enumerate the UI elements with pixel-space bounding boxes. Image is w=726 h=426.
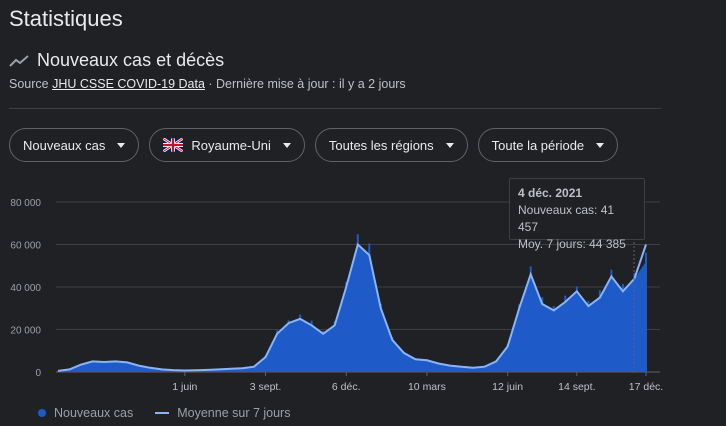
period-label: Toute la période [491,137,585,153]
x-tick-label: 14 sept. [558,381,595,393]
last-updated: · Dernière mise à jour : il y a 2 jours [204,77,406,91]
tooltip-date: 4 déc. 2021 [518,186,583,200]
legend-cases: Nouveaux cas [54,406,134,420]
source-link[interactable]: JHU CSSE COVID-19 Data [52,77,205,91]
caret-down-icon [596,142,605,148]
metric-dropdown[interactable]: Nouveaux cas [9,128,140,162]
y-tick-label: 80 000 [10,198,41,209]
x-tick-label: 3 sept. [250,381,282,393]
cases-chart[interactable]: 0 20 000 40 000 60 000 80 000 1 juin 3 sept. 6 … [0,170,726,426]
legend-average-swatch [155,412,170,414]
y-tick-label: 40 000 [10,283,41,294]
caret-down-icon [282,142,291,148]
page-title: Statistiques [9,6,123,31]
metric-label: Nouveaux cas [23,137,106,153]
y-tick-label: 0 [35,368,41,379]
card-heading: Nouveaux cas et décès [37,50,225,70]
x-tick-label: 6 déc. [332,381,361,393]
uk-flag-icon [163,138,184,152]
tooltip-cases: Nouveaux cas: 41 457 [518,203,615,234]
chart-tooltip: 4 déc. 2021 Nouveaux cas: 41 457 Moy. 7 … [509,178,645,251]
chart-legend: Nouveaux cas Moyenne sur 7 jours [38,406,290,420]
x-tick-label: 12 juin [492,381,523,393]
y-tick-label: 20 000 [10,326,41,337]
region-label: Toutes les régions [328,137,434,153]
tooltip-average: Moy. 7 jours: 44 385 [518,237,626,251]
country-dropdown[interactable]: Royaume-Uni [149,128,305,162]
y-tick-label: 60 000 [10,241,41,252]
x-tick-label: 1 juin [172,381,197,393]
card-header: Nouveaux cas et décès [9,50,224,71]
x-tick-label: 17 déc. [629,381,663,393]
average-line [57,242,647,372]
filter-bar: Nouveaux cas Royaume-Uni Toutes les régi… [9,128,619,162]
divider [9,108,661,109]
caret-down-icon [445,142,454,148]
source-line: Source JHU CSSE COVID-19 Data · Dernière… [9,77,406,91]
source-prefix: Source [9,77,53,91]
region-dropdown[interactable]: Toutes les régions [314,128,468,162]
caret-down-icon [117,142,126,148]
legend-cases-swatch [38,409,46,417]
x-tick-label: 10 mars [408,381,446,393]
country-label: Royaume-Uni [191,137,271,153]
period-dropdown[interactable]: Toute la période [477,128,619,162]
trending-line-icon [9,54,29,67]
cases-area [58,244,646,372]
legend-average: Moyenne sur 7 jours [177,406,291,420]
